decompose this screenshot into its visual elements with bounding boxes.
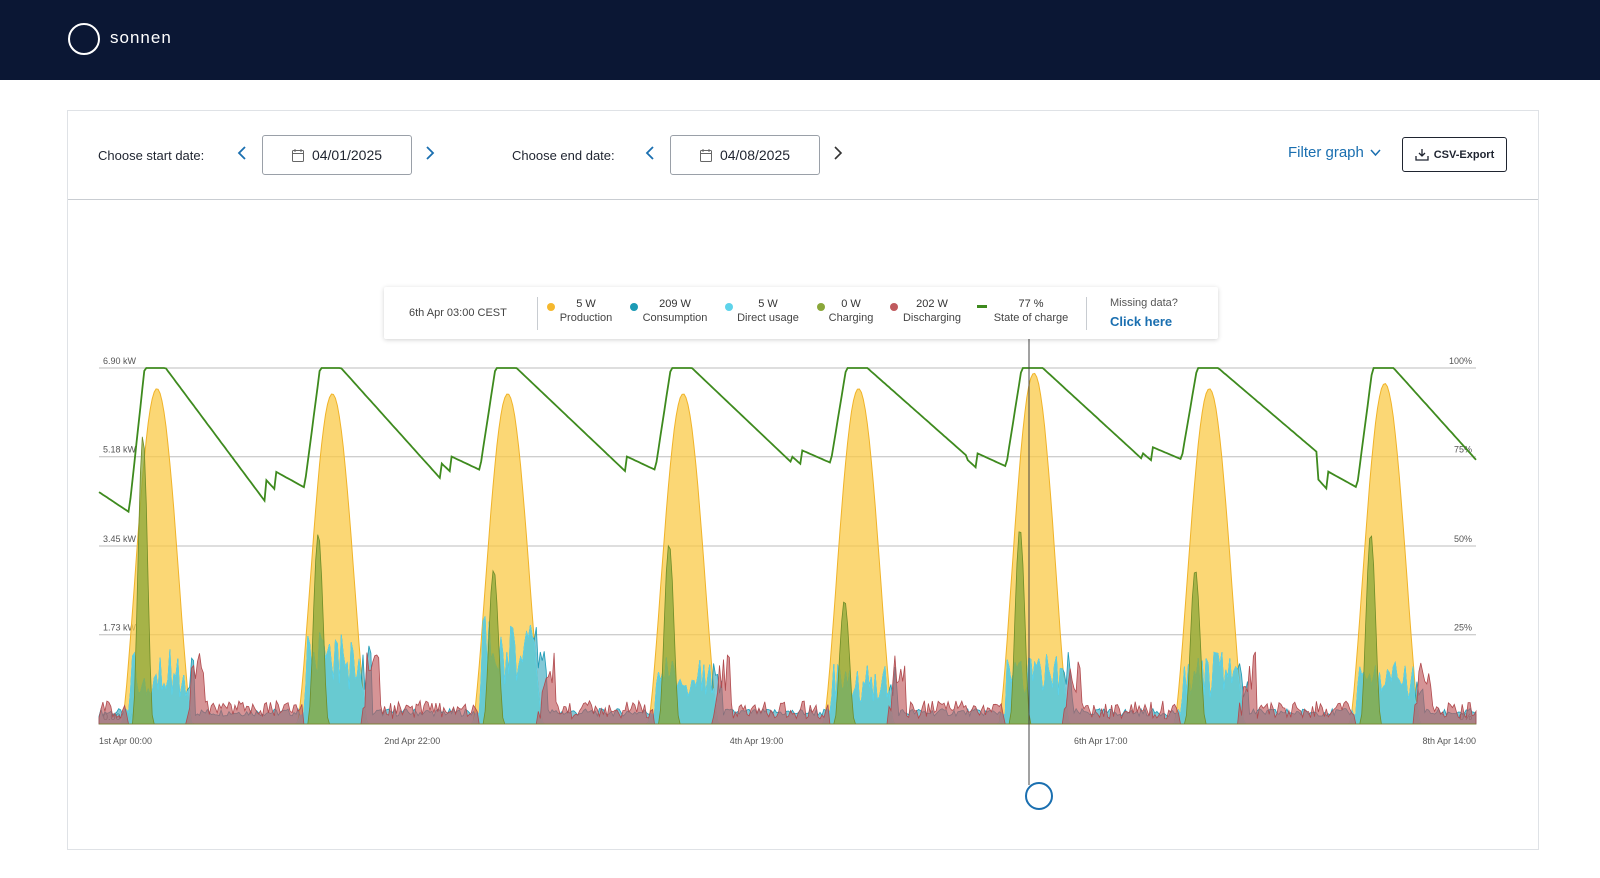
y-axis-tick-label: 6.90 kW bbox=[103, 356, 137, 366]
y2-axis-tick-label: 100% bbox=[1449, 356, 1472, 366]
top-navigation-bar: sonnen bbox=[0, 0, 1600, 80]
start-date-value: 04/01/2025 bbox=[311, 147, 383, 163]
chevron-left-icon bbox=[237, 146, 246, 160]
production-area bbox=[99, 372, 1476, 725]
csv-export-button[interactable]: CSV-Export bbox=[1402, 137, 1507, 172]
calendar-icon bbox=[699, 148, 712, 162]
y2-axis-tick-label: 75% bbox=[1454, 445, 1472, 455]
sonnen-logo-icon bbox=[68, 23, 100, 55]
chevron-right-icon bbox=[834, 146, 843, 160]
chart-tooltip: 6th Apr 03:00 CEST 5 W Production 209 W Co… bbox=[384, 287, 1218, 339]
chevron-right-icon bbox=[426, 146, 435, 160]
end-date-prev-button[interactable] bbox=[640, 141, 660, 165]
discharging-dot-icon bbox=[890, 303, 898, 311]
timeline-scrubber-handle[interactable] bbox=[1025, 782, 1053, 810]
date-filter-bar: Choose start date: 04/01/2025 Choose end… bbox=[68, 111, 1538, 200]
x-axis-tick-label: 4th Apr 19:00 bbox=[730, 736, 784, 746]
chevron-down-icon bbox=[1370, 148, 1381, 156]
tooltip-divider bbox=[537, 297, 538, 330]
x-axis-tick-label: 8th Apr 14:00 bbox=[1422, 736, 1476, 746]
brand-name: sonnen bbox=[110, 28, 172, 47]
end-date-next-button[interactable] bbox=[828, 141, 848, 165]
y2-axis-tick-label: 25% bbox=[1454, 623, 1472, 633]
chevron-left-icon bbox=[645, 146, 654, 160]
end-date-input[interactable]: 04/08/2025 bbox=[670, 135, 820, 175]
start-date-input[interactable]: 04/01/2025 bbox=[262, 135, 412, 175]
start-date-prev-button[interactable] bbox=[232, 141, 252, 165]
end-date-value: 04/08/2025 bbox=[719, 147, 791, 163]
end-date-label: Choose end date: bbox=[512, 148, 615, 163]
tooltip-charging: 0 W Charging bbox=[828, 298, 874, 324]
filter-graph-dropdown[interactable]: Filter graph bbox=[1288, 144, 1381, 161]
y2-axis-tick-label: 50% bbox=[1454, 534, 1472, 544]
energy-area-chart[interactable]: 6.90 kW 100% 5.18 kW 75% 3.45 kW 50% 1.73 kW 25… bbox=[68, 111, 1538, 849]
y-axis-tick-label: 3.45 kW bbox=[103, 534, 137, 544]
x-axis-tick-label: 1st Apr 00:00 bbox=[99, 736, 152, 746]
calendar-icon bbox=[291, 148, 304, 162]
consumption-dot-icon bbox=[630, 303, 638, 311]
charging-area bbox=[99, 436, 1476, 725]
charging-dot-icon bbox=[817, 303, 825, 311]
missing-data-link[interactable]: Click here bbox=[1110, 314, 1173, 329]
y-axis-tick-label: 5.18 kW bbox=[103, 445, 137, 455]
direct-usage-dot-icon bbox=[725, 303, 733, 311]
state-of-charge-line-icon bbox=[977, 305, 987, 308]
start-date-next-button[interactable] bbox=[420, 141, 440, 165]
download-icon bbox=[1415, 149, 1429, 161]
start-date-label: Choose start date: bbox=[98, 148, 205, 163]
tooltip-consumption: 209 W Consumption bbox=[642, 298, 708, 324]
tooltip-divider bbox=[1086, 297, 1087, 330]
missing-data-label: Missing data? bbox=[1110, 297, 1178, 309]
tooltip-time: 6th Apr 03:00 CEST bbox=[409, 307, 507, 319]
y-axis-tick-label: 1.73 kW bbox=[103, 623, 137, 633]
tooltip-discharging: 202 W Discharging bbox=[902, 298, 962, 324]
csv-export-label: CSV-Export bbox=[1433, 148, 1495, 161]
tooltip-direct-usage: 5 W Direct usage bbox=[737, 298, 799, 324]
tooltip-state-of-charge: 77 % State of charge bbox=[993, 298, 1069, 324]
energy-chart-card: Choose start date: 04/01/2025 Choose end… bbox=[67, 110, 1539, 850]
x-axis-tick-label: 6th Apr 17:00 bbox=[1074, 736, 1128, 746]
production-dot-icon bbox=[547, 303, 555, 311]
tooltip-production: 5 W Production bbox=[559, 298, 613, 324]
x-axis-tick-label: 2nd Apr 22:00 bbox=[384, 736, 440, 746]
filter-graph-label: Filter graph bbox=[1288, 144, 1364, 161]
state-of-charge-line bbox=[98, 367, 1477, 514]
